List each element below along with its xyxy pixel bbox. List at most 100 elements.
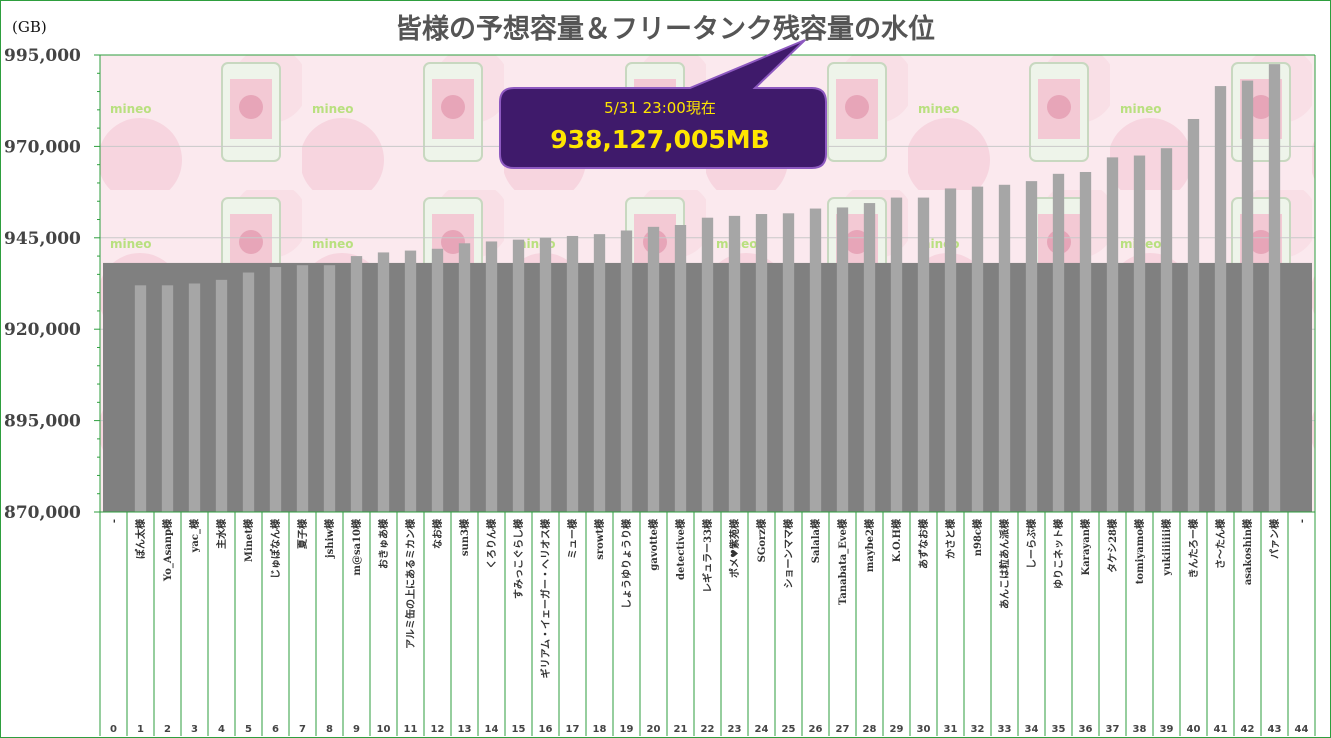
- x-tick-label-7: 夏子様: [296, 518, 309, 550]
- x-index-label-33: 33: [998, 724, 1012, 735]
- y-tick-label-1: 895,000: [4, 412, 81, 432]
- bars: [134, 64, 1281, 513]
- x-index-label-29: 29: [890, 724, 904, 735]
- callout-box: [499, 39, 827, 169]
- level-callout: 5/31 23:00現在 938,127,005MB: [499, 39, 827, 169]
- x-tick-label-23: ポメ♥紫苑様: [728, 518, 741, 578]
- x-index-label-5: 5: [245, 724, 252, 735]
- x-index-label-4: 4: [218, 724, 225, 735]
- x-tick-label-29: K.O.H様: [890, 518, 903, 562]
- x-tick-label-34: しーらぶ様: [1025, 518, 1038, 569]
- x-tick-label-11: アルミ缶の上にあるミカン様: [404, 518, 417, 649]
- x-tick-label-37: タケシ28様: [1106, 518, 1119, 573]
- x-tick-label-8: jshiw様: [323, 518, 336, 559]
- x-index-labels: 0 1 2 3 4 5 6 7 8 9 10 11 12 13 14 15 16 17 18 19 20 21 22 23 24…: [110, 724, 1308, 735]
- y-tick-label-5: 995,000: [4, 46, 81, 66]
- bar-20: [647, 226, 660, 512]
- x-index-label-8: 8: [326, 724, 333, 735]
- x-tick-label-44: -: [1297, 519, 1308, 523]
- x-index-label-27: 27: [836, 724, 850, 735]
- bar-15: [512, 239, 525, 513]
- x-index-label-19: 19: [620, 724, 634, 735]
- x-index-label-13: 13: [458, 724, 472, 735]
- x-tick-label-35: ゆりこネット様: [1052, 518, 1065, 589]
- bar-39: [1160, 148, 1173, 512]
- y-tick-label-4: 970,000: [4, 137, 81, 157]
- bar-4: [215, 279, 228, 512]
- x-tick-label-4: 主水様: [215, 518, 228, 549]
- x-tick-label-20: gavotte様: [647, 518, 660, 571]
- x-index-label-6: 6: [272, 724, 279, 735]
- x-tick-label-21: detective様: [674, 518, 687, 580]
- x-index-label-23: 23: [728, 724, 742, 735]
- chart-title: 皆様の予想容量＆フリータンク残容量の水位: [395, 13, 935, 45]
- x-tick-label-40: きんたろー様: [1187, 518, 1200, 578]
- x-tick-label-41: さ～たん様: [1214, 518, 1227, 569]
- x-index-label-42: 42: [1241, 724, 1255, 735]
- y-tick-label-3: 945,000: [4, 229, 81, 249]
- x-index-label-7: 7: [299, 724, 306, 735]
- bar-1: [134, 285, 147, 512]
- bar-21: [674, 225, 687, 512]
- bar-19: [620, 230, 633, 512]
- x-tick-label-19: しょうゆりょうり様: [620, 518, 633, 609]
- x-index-label-43: 43: [1268, 724, 1282, 735]
- x-tick-label-24: SGorz様: [755, 518, 768, 562]
- x-index-label-36: 36: [1079, 724, 1093, 735]
- y-tick-labels: 870,000 895,000 920,000 945,000 970,000 995,0…: [4, 46, 81, 523]
- bar-37: [1106, 157, 1119, 513]
- bar-18: [593, 234, 606, 513]
- x-index-label-0: 0: [110, 724, 117, 735]
- x-tick-label-32: n98c様: [971, 518, 984, 556]
- callout-value: 938,127,005MB: [550, 125, 769, 154]
- bar-28: [863, 203, 876, 512]
- x-tick-label-36: Karayan様: [1079, 518, 1092, 575]
- x-tick-labels: - ぽん太様 Yo_Asanp様 yac_様 主水様 Minet様 じゅぽなん様 夏子様 jsh…: [109, 518, 1308, 678]
- x-index-label-25: 25: [782, 724, 796, 735]
- x-index-label-22: 22: [701, 724, 715, 735]
- x-tick-label-13: sun3様: [458, 518, 471, 556]
- bar-10: [377, 252, 390, 512]
- bar-17: [566, 235, 579, 513]
- x-tick-label-1: ぽん太様: [134, 518, 147, 559]
- bar-3: [188, 283, 201, 512]
- x-index-label-3: 3: [191, 724, 198, 735]
- x-index-label-21: 21: [674, 724, 688, 735]
- x-index-label-34: 34: [1025, 724, 1039, 735]
- y-tick-label-2: 920,000: [4, 320, 81, 340]
- x-tick-label-27: Tanabata_Eve様: [836, 518, 849, 605]
- bar-2: [161, 285, 174, 512]
- x-tick-label-6: じゅぽなん様: [269, 518, 282, 579]
- bar-25: [782, 213, 795, 512]
- x-index-label-35: 35: [1052, 724, 1066, 735]
- x-index-label-26: 26: [809, 724, 823, 735]
- x-tick-label-39: yukiiiiiii様: [1160, 518, 1173, 577]
- x-index-label-20: 20: [647, 724, 661, 735]
- bar-32: [971, 186, 984, 512]
- x-tick-label-28: maybe2様: [863, 518, 876, 572]
- x-tick-label-12: なお様: [431, 518, 444, 549]
- x-index-label-39: 39: [1160, 724, 1174, 735]
- bar-16: [539, 237, 552, 513]
- x-index-label-30: 30: [917, 724, 931, 735]
- x-tick-label-9: m@sa10様: [350, 518, 363, 576]
- callout-date: 5/31 23:00現在: [604, 99, 716, 117]
- x-tick-label-42: asakoshin様: [1241, 518, 1254, 585]
- x-tick-label-0: -: [109, 519, 120, 523]
- bar-43: [1268, 64, 1281, 512]
- x-index-label-11: 11: [404, 724, 418, 735]
- x-index-label-24: 24: [755, 724, 769, 735]
- x-tick-label-17: ミュー様: [566, 518, 579, 559]
- y-unit-label: (GB): [12, 18, 47, 36]
- x-index-label-14: 14: [485, 724, 499, 735]
- bar-23: [728, 215, 741, 512]
- x-index-label-2: 2: [164, 724, 171, 735]
- bar-35: [1052, 173, 1065, 512]
- bar-14: [485, 241, 498, 512]
- bar-24: [755, 214, 768, 512]
- bar-38: [1133, 155, 1146, 513]
- x-index-label-16: 16: [539, 724, 553, 735]
- x-index-label-9: 9: [353, 724, 360, 735]
- bar-30: [917, 197, 930, 513]
- x-tick-label-18: srowt様: [593, 518, 606, 560]
